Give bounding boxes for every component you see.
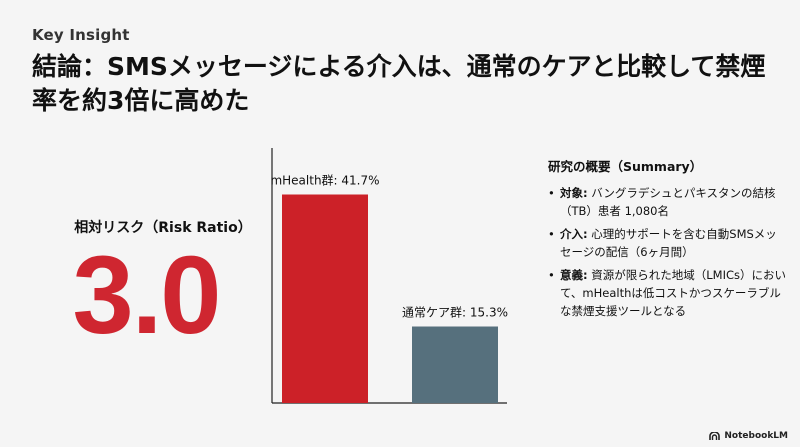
summary-key: 対象:: [560, 186, 588, 200]
summary-text: 心理的サポートを含む自動SMSメッセージの配信（6ヶ月間）: [560, 227, 777, 259]
summary-item-intervention: • 介入: 心理的サポートを含む自動SMSメッセージの配信（6ヶ月間）: [548, 225, 788, 261]
bar-chart: mHealth群: 41.7% 通常ケア群: 15.3%: [270, 148, 508, 404]
risk-ratio-label: 相対リスク（Risk Ratio）: [74, 220, 252, 236]
summary-item-significance: • 意義: 資源が限られた地域（LMICs）において、mHealthは低コストかつ…: [548, 266, 788, 320]
footer-brand-label: NotebookLM: [724, 431, 788, 441]
page-title: 結論：SMSメッセージによる介入は、通常のケアと比較して禁煙率を約3倍に高めた: [32, 52, 766, 115]
bullet-icon: •: [548, 227, 555, 241]
summary-text: バングラデシュとパキスタンの結核（TB）患者 1,080名: [560, 186, 776, 218]
summary-panel: 研究の概要（Summary） • 対象: バングラデシュとパキスタンの結核（TB）…: [548, 158, 788, 325]
summary-heading: 研究の概要（Summary）: [548, 159, 703, 174]
summary-key: 介入:: [560, 227, 588, 241]
bullet-icon: •: [548, 186, 555, 200]
risk-ratio-value: 3.0: [72, 234, 222, 357]
footer-brand: NotebookLM: [709, 431, 788, 441]
summary-key: 意義:: [560, 268, 588, 282]
bar-data-label: mHealth群: 41.7%: [270, 174, 379, 188]
summary-text: 資源が限られた地域（LMICs）において、mHealthは低コストかつスケーラブ…: [560, 268, 787, 318]
notebooklm-logo-icon: [709, 431, 721, 440]
summary-item-target: • 対象: バングラデシュとパキスタンの結核（TB）患者 1,080名: [548, 184, 788, 220]
bar-data-label: 通常ケア群: 15.3%: [402, 306, 508, 320]
eyebrow-label: Key Insight: [32, 26, 130, 44]
bullet-icon: •: [548, 268, 555, 282]
bar-mhealth: [282, 194, 368, 403]
bar-usual-care: [412, 326, 498, 403]
summary-list: • 対象: バングラデシュとパキスタンの結核（TB）患者 1,080名 • 介入: …: [548, 184, 788, 320]
